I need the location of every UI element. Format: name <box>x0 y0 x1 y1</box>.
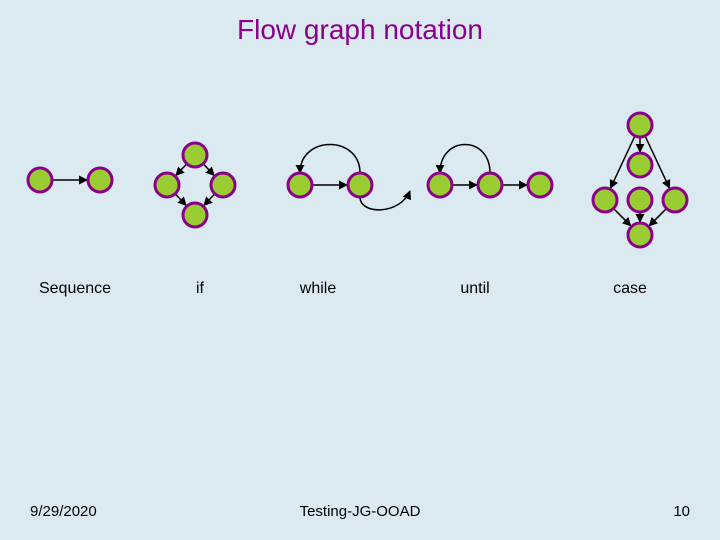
edge <box>649 209 666 226</box>
edge <box>614 209 631 226</box>
edge-arc <box>300 145 360 174</box>
edge <box>176 165 186 176</box>
diagram-label: case <box>613 280 647 298</box>
graph-node <box>155 173 179 197</box>
edge <box>204 195 214 206</box>
graph-node <box>88 168 112 192</box>
edge <box>176 195 186 206</box>
edge <box>204 165 214 176</box>
flow-graph-svg <box>0 100 720 260</box>
graph-node <box>428 173 452 197</box>
graph-node <box>593 188 617 212</box>
graph-node <box>628 153 652 177</box>
graph-node <box>183 143 207 167</box>
graph-node <box>528 173 552 197</box>
graph-node <box>628 188 652 212</box>
footer-center: Testing-JG-OOAD <box>0 503 720 520</box>
diagram-label: if <box>196 280 204 298</box>
diagram-label: Sequence <box>39 280 111 298</box>
graph-node <box>478 173 502 197</box>
footer-page: 10 <box>673 503 690 520</box>
graph-node <box>183 203 207 227</box>
graph-node <box>28 168 52 192</box>
graph-node <box>288 173 312 197</box>
slide: Flow graph notation Sequence if while until… <box>0 0 720 540</box>
edge-arc <box>440 145 490 174</box>
diagram-label: while <box>300 280 336 298</box>
graph-node <box>628 113 652 137</box>
diagram-area <box>0 100 720 260</box>
slide-title: Flow graph notation <box>0 14 720 46</box>
labels-row: Sequence if while until case <box>0 280 720 310</box>
graph-node <box>211 173 235 197</box>
graph-node <box>348 173 372 197</box>
diagram-label: until <box>460 280 489 298</box>
graph-node <box>628 223 652 247</box>
graph-node <box>663 188 687 212</box>
